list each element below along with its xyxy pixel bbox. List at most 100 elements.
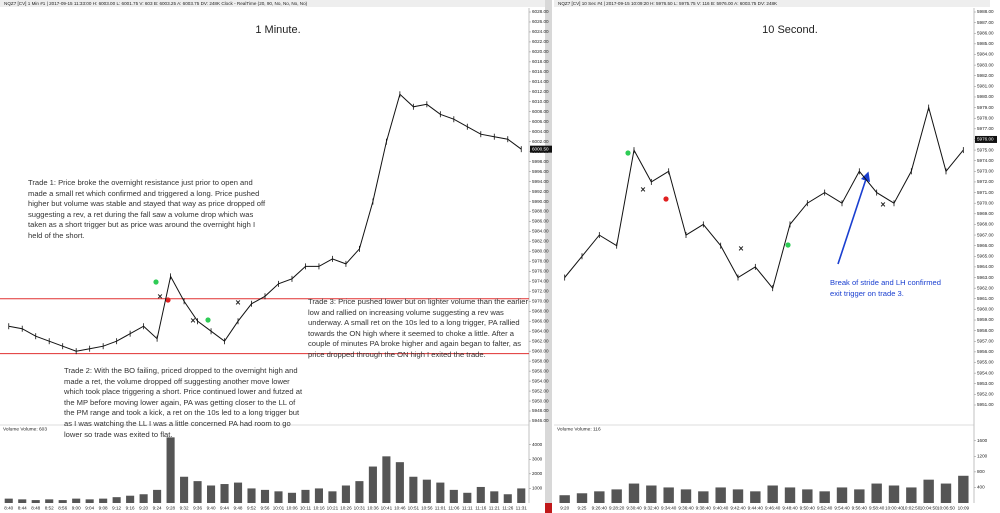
x-tick-label: 9:24 <box>153 506 162 511</box>
x-tick-label: 9:26:40 <box>592 506 608 511</box>
y-tick-label: 5962.00 <box>977 285 994 290</box>
volume-bar <box>72 498 81 503</box>
annotation: Trade 1: Price broke the overnight resis… <box>28 178 266 240</box>
y-tick-label: 5970.00 <box>977 200 994 205</box>
y-tick-label: 5983.00 <box>977 62 994 67</box>
y-tick-label: 5978.00 <box>977 115 994 120</box>
volume-bar <box>301 489 310 503</box>
y-tick-label: 5961.00 <box>977 296 994 301</box>
x-tick-label: 10:01 <box>273 506 285 511</box>
entry-dot <box>205 317 211 323</box>
x-tick-label: 10:04:50 <box>920 506 938 511</box>
volume-tick-label: 2000 <box>532 471 543 476</box>
x-tick-label: 10:46 <box>394 506 406 511</box>
y-tick-label: 5967.00 <box>977 232 994 237</box>
x-tick-label: 10:51 <box>408 506 420 511</box>
volume-bar <box>112 497 121 503</box>
volume-bar <box>802 489 813 503</box>
x-tick-label: 9:28 <box>166 506 175 511</box>
y-tick-label: 5994.00 <box>532 179 549 184</box>
y-tick-label: 5973.00 <box>977 169 994 174</box>
volume-bar <box>260 489 270 503</box>
entry-dot <box>785 242 791 248</box>
y-tick-label: 5978.00 <box>532 259 549 264</box>
volume-bar <box>166 437 175 503</box>
x-tick-label: 8:44 <box>18 506 27 511</box>
volume-bar <box>368 466 377 503</box>
last-price-label: 5976.00 <box>977 137 994 142</box>
y-tick-label: 5950.00 <box>532 398 549 403</box>
volume-bar <box>503 494 512 503</box>
annotation: Break of stride and LH confirmed exit tr… <box>830 278 942 298</box>
x-tick-label: 10:26 <box>340 506 352 511</box>
y-tick-label: 5984.00 <box>977 52 994 57</box>
x-tick-label: 9:48 <box>234 506 243 511</box>
divider-marker <box>545 503 552 513</box>
y-tick-label: 5988.00 <box>977 9 994 14</box>
exit-x: × <box>190 315 195 325</box>
x-tick-label: 9:25 <box>578 506 587 511</box>
volume-bar <box>732 489 744 503</box>
y-tick-label: 5982.00 <box>977 73 994 78</box>
volume-bar <box>923 479 934 503</box>
x-tick-label: 10:06:50 <box>937 506 955 511</box>
volume-bar <box>476 486 485 503</box>
y-tick-label: 5960.00 <box>977 307 994 312</box>
volume-bar <box>207 485 216 503</box>
y-tick-label: 5980.00 <box>977 94 994 99</box>
volume-bar <box>193 481 202 503</box>
x-tick-label: 11:11 <box>462 506 473 511</box>
y-tick-label: 6012.00 <box>532 89 549 94</box>
header-text: NQZ7 [CV] 1 Min #1 | 2017-09-15 11:33:00… <box>4 1 308 6</box>
header-bar <box>0 0 545 7</box>
y-tick-label: 5951.00 <box>977 402 994 407</box>
x-tick-label: 10:36 <box>367 506 379 511</box>
volume-bar <box>395 462 404 503</box>
volume-bar <box>490 491 499 503</box>
x-tick-label: 9:32 <box>180 506 189 511</box>
volume-bar <box>698 491 709 503</box>
y-tick-label: 5982.00 <box>532 239 549 244</box>
volume-bar <box>449 489 458 503</box>
entry-dot <box>663 196 669 202</box>
x-tick-label: 9:00 <box>72 506 81 511</box>
volume-label: Volume Volume: 116 <box>557 426 601 432</box>
volume-bar <box>888 485 900 503</box>
y-tick-label: 5969.00 <box>977 211 994 216</box>
x-tick-label: 9:52 <box>247 506 256 511</box>
volume-bar <box>663 487 674 503</box>
volume-bar <box>409 476 418 503</box>
x-tick-label: 9:44:40 <box>748 506 764 511</box>
x-tick-label: 10:11 <box>300 506 312 511</box>
volume-bar <box>382 456 391 503</box>
y-tick-label: 5972.00 <box>532 289 549 294</box>
x-tick-label: 11:31 <box>516 506 528 511</box>
y-tick-label: 5956.00 <box>532 368 549 373</box>
x-tick-label: 8:52 <box>45 506 54 511</box>
y-tick-label: 6026.00 <box>532 19 549 24</box>
x-tick-label: 9:36:40 <box>678 506 694 511</box>
x-tick-label: 9:44 <box>220 506 229 511</box>
y-tick-label: 5962.00 <box>532 338 549 343</box>
y-tick-label: 6006.00 <box>532 119 549 124</box>
volume-bar <box>767 485 778 503</box>
y-tick-label: 5956.00 <box>977 349 994 354</box>
last-price-box <box>975 135 997 143</box>
y-tick-label: 5984.00 <box>532 229 549 234</box>
volume-bar <box>99 498 108 503</box>
volume-bar <box>517 488 526 503</box>
volume-bar <box>854 489 865 503</box>
x-tick-label: 9:40 <box>207 506 216 511</box>
volume-bar <box>871 483 882 503</box>
volume-tick-label: 3000 <box>532 456 543 461</box>
entry-dot <box>625 150 631 156</box>
volume-label: Volume Volume: 603 <box>3 426 47 432</box>
x-tick-label: 10:16 <box>313 506 325 511</box>
y-tick-label: 5948.00 <box>532 408 549 413</box>
panel-divider <box>545 0 552 513</box>
y-tick-label: 5966.00 <box>532 318 549 323</box>
x-tick-label: 9:56 <box>261 506 270 511</box>
x-tick-label: 9:56:40 <box>852 506 868 511</box>
y-tick-label: 5977.00 <box>977 126 994 131</box>
